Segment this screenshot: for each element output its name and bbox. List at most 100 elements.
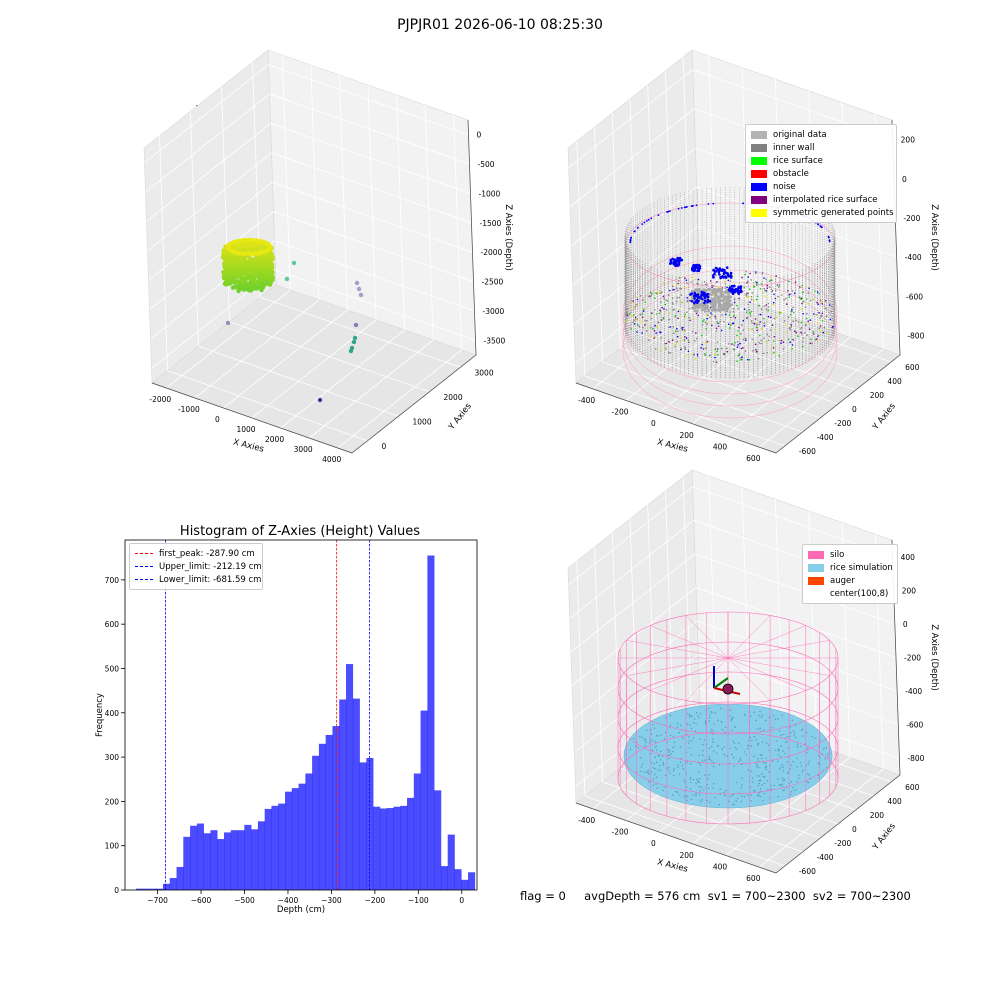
classified-point bbox=[771, 290, 773, 293]
rice-point bbox=[699, 764, 702, 766]
classified-point bbox=[684, 329, 686, 331]
classified-point bbox=[770, 316, 772, 319]
x-tick-label: 0 bbox=[651, 419, 656, 428]
rice-point bbox=[695, 722, 697, 725]
raw-point bbox=[252, 242, 258, 247]
rice-point bbox=[668, 751, 670, 753]
noise-point bbox=[729, 271, 733, 275]
silo-spoke bbox=[727, 657, 830, 676]
rice-point bbox=[721, 729, 723, 731]
classified-point bbox=[810, 338, 812, 341]
rice-point bbox=[753, 736, 755, 738]
rice-point bbox=[698, 793, 701, 796]
classified-point bbox=[720, 289, 723, 292]
classify-legend: original data inner wall rice surface ob… bbox=[745, 124, 897, 223]
classified-point bbox=[667, 352, 670, 354]
classified-point bbox=[765, 308, 768, 311]
classified-point bbox=[711, 313, 713, 316]
x-axis-title: X Axies bbox=[232, 437, 265, 454]
classified-point bbox=[717, 300, 720, 304]
raw-point bbox=[235, 279, 240, 285]
classified-point bbox=[778, 285, 780, 288]
classified-point bbox=[749, 272, 751, 275]
classified-point bbox=[706, 317, 708, 320]
classified-point bbox=[677, 282, 679, 285]
rice-point bbox=[689, 788, 692, 790]
classified-point bbox=[723, 296, 727, 300]
classified-point bbox=[688, 316, 690, 319]
rice-point bbox=[640, 766, 643, 768]
rice-point bbox=[731, 729, 733, 731]
rice-point bbox=[750, 715, 752, 717]
x-tick-label: −200 bbox=[365, 896, 386, 905]
classified-point bbox=[746, 296, 748, 298]
rice-point bbox=[635, 745, 637, 747]
rice-point bbox=[677, 766, 679, 769]
rice-point bbox=[650, 761, 653, 764]
rice-point bbox=[783, 789, 785, 791]
classified-point bbox=[707, 321, 710, 324]
grid-line bbox=[424, 104, 434, 341]
classified-point bbox=[695, 309, 699, 313]
legend-label: rice surface bbox=[773, 155, 823, 166]
rice-point bbox=[778, 749, 780, 751]
silo-spoke bbox=[727, 615, 771, 659]
rice-point bbox=[766, 780, 769, 782]
classified-point bbox=[730, 303, 733, 307]
rice-point bbox=[765, 719, 767, 722]
classified-point bbox=[767, 306, 770, 308]
classified-point bbox=[746, 311, 748, 314]
histogram-bar bbox=[346, 664, 354, 890]
rice-point bbox=[823, 748, 825, 750]
classified-point bbox=[795, 331, 798, 334]
classified-point bbox=[707, 308, 711, 312]
rice-point bbox=[698, 781, 701, 784]
histogram bbox=[121, 539, 478, 894]
raw-point bbox=[248, 256, 254, 262]
z-tick-label: 0 bbox=[902, 175, 907, 184]
classified-point bbox=[689, 299, 691, 302]
classified-point bbox=[806, 312, 808, 315]
classified-point bbox=[721, 305, 725, 309]
classified-point bbox=[632, 300, 634, 302]
classified-point bbox=[730, 316, 732, 319]
raw-point bbox=[243, 280, 248, 285]
raw-axes-box bbox=[143, 49, 477, 454]
raw-point bbox=[247, 252, 252, 256]
rice-point bbox=[658, 755, 660, 757]
classified-point bbox=[736, 334, 738, 337]
classified-point bbox=[714, 356, 716, 359]
classified-point bbox=[697, 278, 700, 281]
classified-point bbox=[808, 287, 810, 290]
classified-point bbox=[811, 342, 813, 345]
classified-point bbox=[746, 316, 748, 319]
rice-point bbox=[724, 726, 727, 728]
x-tick-label: 1000 bbox=[236, 425, 255, 434]
rice-point bbox=[680, 757, 682, 760]
z-tick-label: 200 bbox=[902, 586, 917, 595]
rice-point bbox=[688, 747, 691, 749]
classified-point bbox=[702, 320, 704, 323]
raw-point bbox=[225, 280, 230, 285]
histogram-bar bbox=[169, 878, 177, 890]
histogram-legend: first_peak: -287.90 cm Upper_limit: -212… bbox=[129, 543, 263, 590]
y-tick-label: 200 bbox=[870, 391, 885, 400]
raw-point bbox=[354, 280, 360, 286]
classified-point bbox=[715, 308, 719, 312]
z-axis-title: Z Axies (Depth) bbox=[503, 204, 513, 271]
raw-point bbox=[264, 264, 269, 269]
grid-line bbox=[148, 181, 273, 281]
classified-point bbox=[636, 296, 638, 299]
classified-point bbox=[676, 327, 678, 330]
classified-point bbox=[805, 298, 808, 300]
rice-point bbox=[718, 764, 721, 766]
classified-point bbox=[738, 336, 740, 339]
noise-point bbox=[706, 295, 710, 299]
x-tick-label: -200 bbox=[611, 408, 628, 417]
rice-point bbox=[750, 745, 752, 747]
classified-point bbox=[819, 317, 821, 319]
rice-point bbox=[806, 751, 808, 754]
raw-point bbox=[253, 251, 258, 256]
legend-swatch bbox=[751, 143, 767, 152]
classified-point bbox=[682, 339, 684, 342]
